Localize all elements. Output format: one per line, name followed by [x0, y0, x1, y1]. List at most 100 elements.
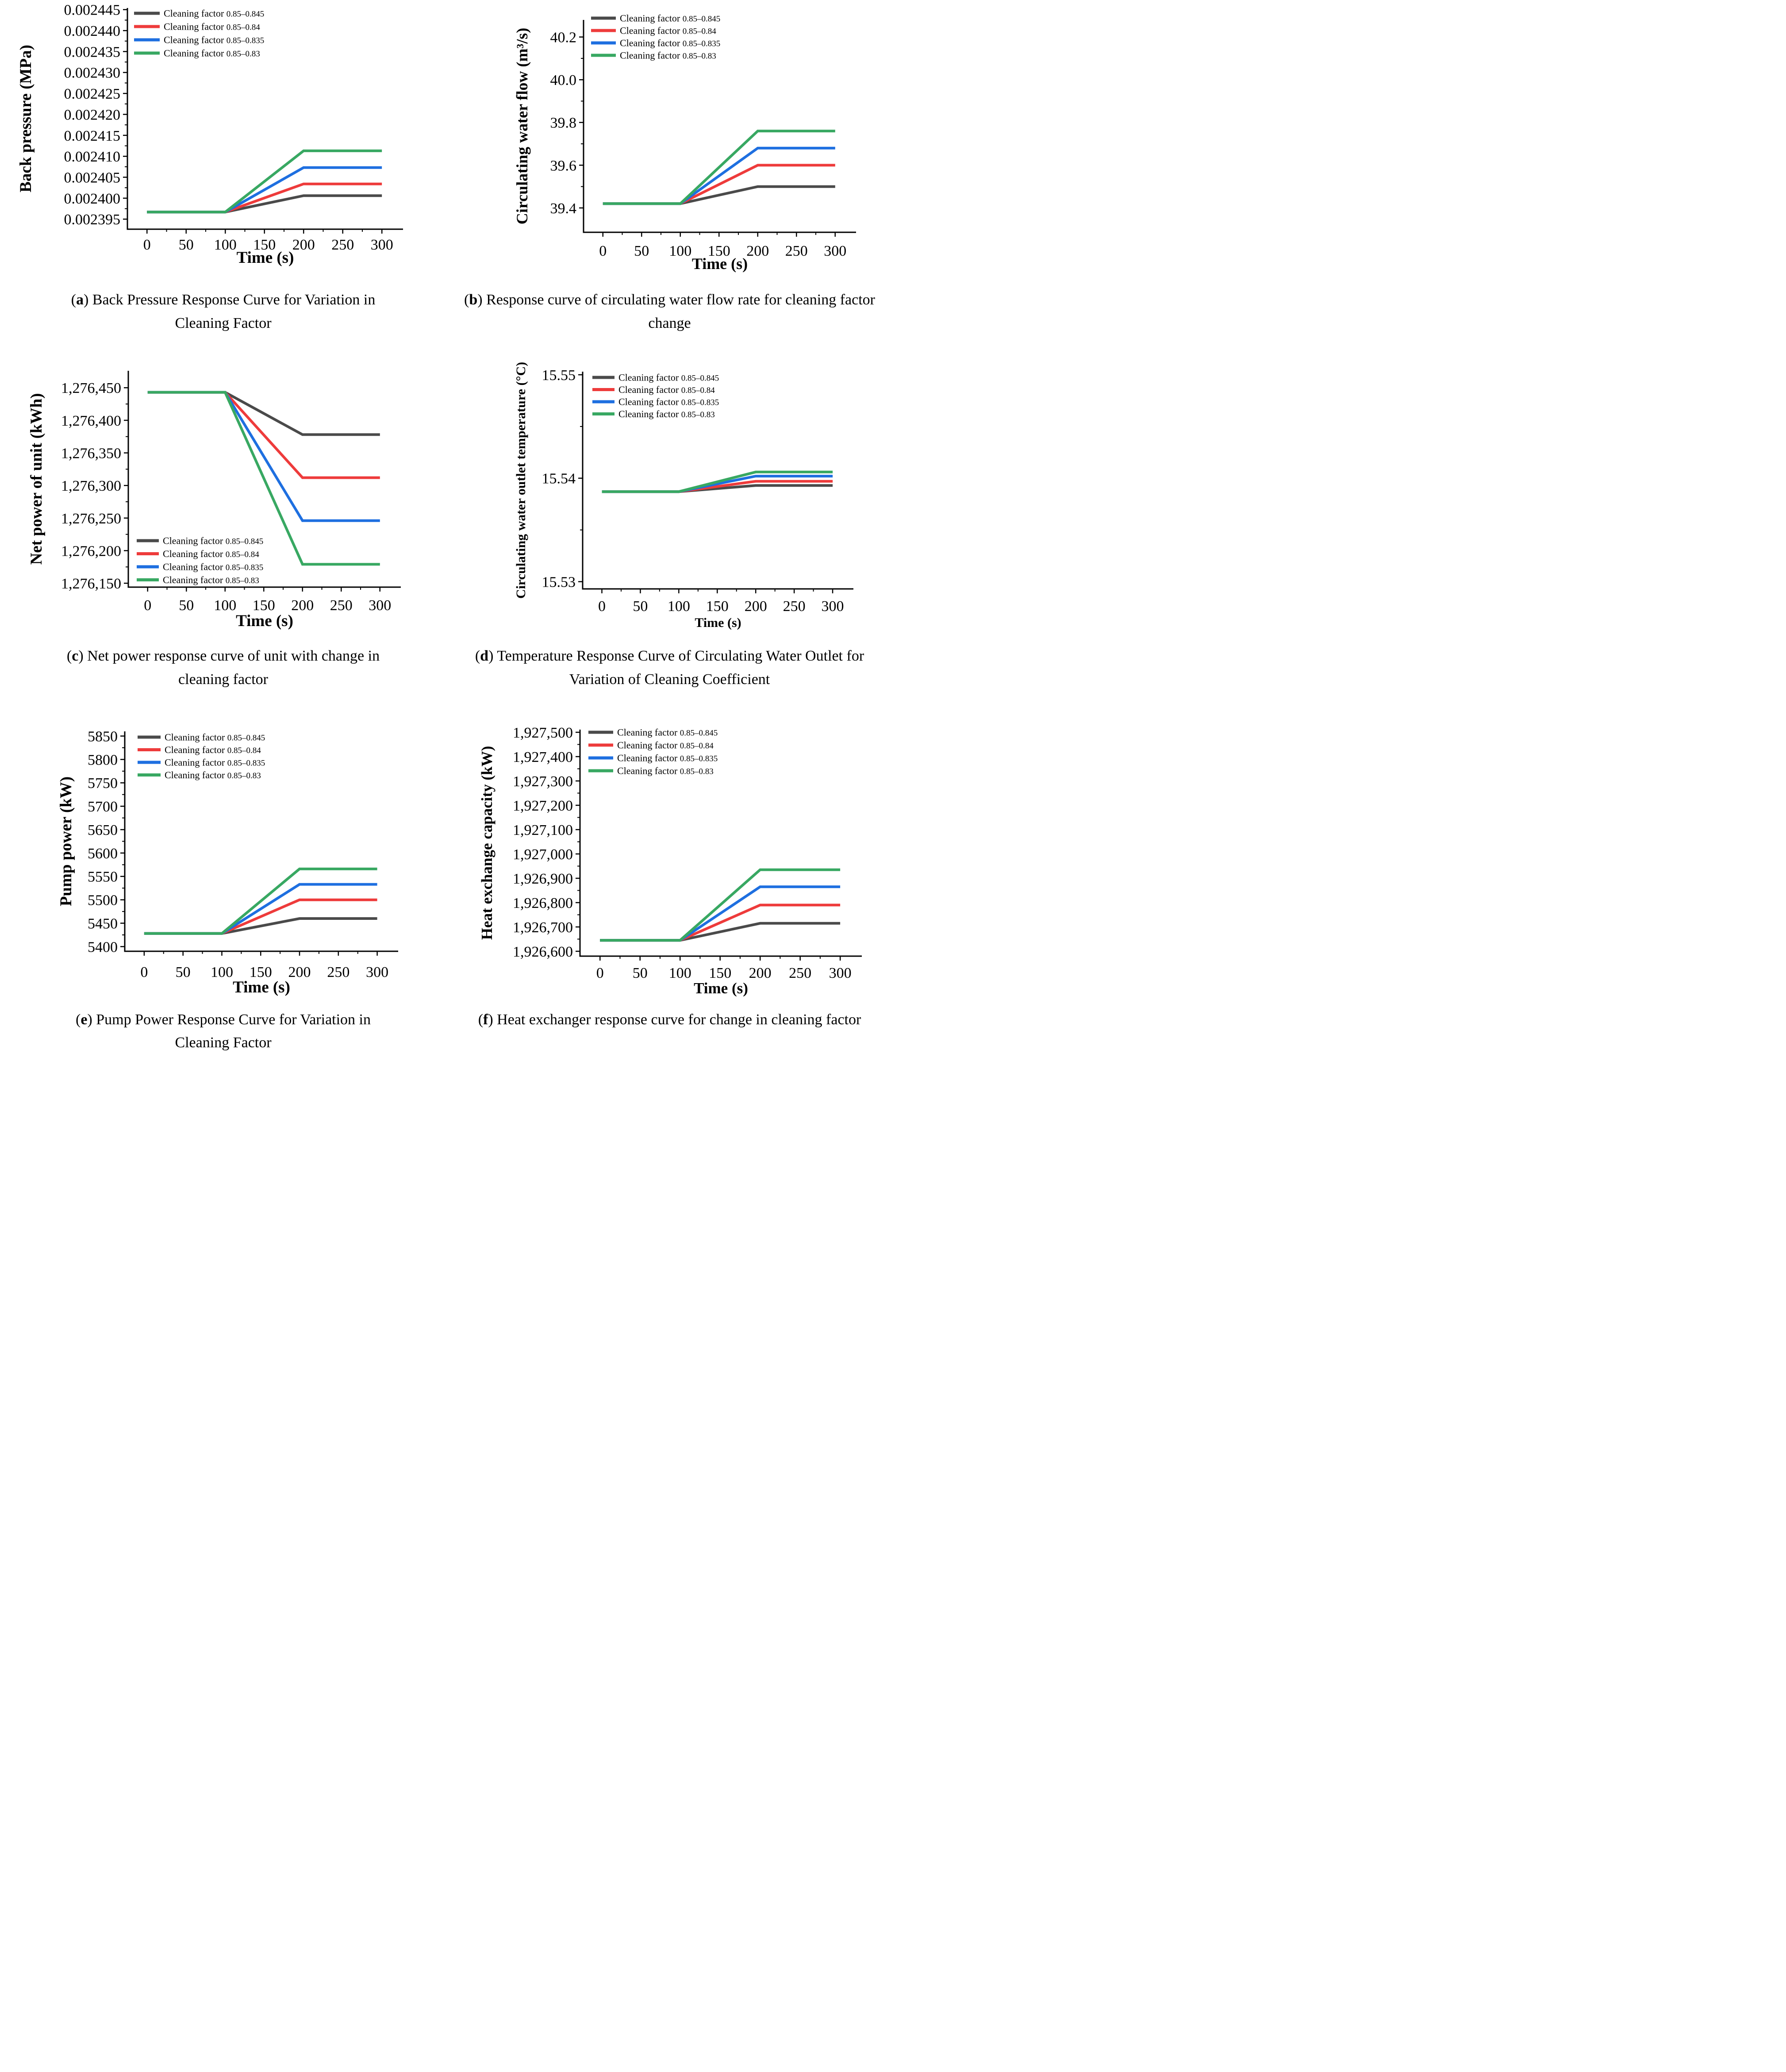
x-tick-label: 200 [288, 964, 311, 980]
legend-label-0.85–0.83: Cleaning factor 0.85–0.83 [617, 765, 714, 776]
y-tick-label: 0.002395 [64, 211, 121, 228]
y-tick-label: 5800 [88, 752, 118, 768]
y-axis-title: Back pressure (MPa) [17, 45, 35, 192]
legend-label-0.85–0.84: Cleaning factor 0.85–0.84 [620, 25, 716, 36]
x-tick-label: 50 [633, 965, 648, 981]
x-tick-label: 250 [330, 597, 353, 614]
legend-label-0.85–0.845: Cleaning factor 0.85–0.845 [618, 372, 719, 383]
y-tick-label: 0.002425 [64, 86, 121, 102]
y-tick-label: 39.8 [550, 115, 577, 131]
x-tick-label: 150 [250, 964, 272, 980]
series-line-0.85–0.845 [603, 185, 835, 205]
x-tick-label: 0 [143, 237, 151, 253]
y-tick-label: 1,926,900 [513, 871, 573, 887]
x-tick-label: 0 [598, 598, 606, 615]
y-tick-label: 1,276,150 [61, 576, 121, 592]
panel-c: 1,276,150 1,276,200 1,276,250 1,276,300 1,27… [0, 344, 446, 700]
y-axis-title: Net power of unit (kWh) [27, 393, 46, 565]
y-tick-label: 5600 [88, 846, 118, 862]
y-tick-label: 15.55 [542, 367, 576, 384]
x-tick-label: 250 [331, 237, 354, 253]
y-tick-label: 1,927,300 [513, 773, 573, 790]
y-tick-label: 5850 [88, 728, 118, 745]
y-tick-label: 1,927,100 [513, 822, 573, 838]
y-tick-label: 1,276,200 [61, 543, 121, 560]
x-tick-label: 50 [633, 598, 648, 615]
y-tick-label: 39.6 [550, 158, 577, 174]
y-tick-label: 1,276,350 [61, 446, 121, 462]
y-tick-label: 0.002405 [64, 169, 121, 186]
x-tick-label: 200 [749, 965, 772, 981]
caption-d: (d) Temperature Response Curve of Circul… [475, 648, 864, 688]
y-tick-label: 5700 [88, 799, 118, 815]
series-line-0.85–0.845 [147, 391, 380, 436]
y-tick-label: 0.002435 [64, 44, 121, 60]
y-tick-label: 1,276,450 [61, 381, 121, 397]
legend-label-0.85–0.835: Cleaning factor 0.85–0.835 [618, 396, 719, 407]
y-tick-label: 0.002430 [64, 65, 121, 81]
panel-b: 39.4 39.6 39.8 40.0 40.2 0 50 100 150 200 250 300 Ci… [446, 0, 893, 344]
y-tick-label: 1,926,600 [513, 944, 573, 960]
caption-letter-a: a [76, 292, 84, 308]
chart-circulating-water-flow: 39.4 39.6 39.8 40.0 40.2 0 50 100 150 200 250 300 Ci… [513, 13, 856, 273]
y-tick-label: 0.002420 [64, 107, 121, 123]
y-tick-label: 1,276,400 [61, 413, 121, 429]
x-axis-title: Time (s) [236, 612, 293, 630]
y-tick-label: 5750 [88, 775, 118, 792]
legend-label-0.85–0.84: Cleaning factor 0.85–0.84 [164, 21, 260, 32]
legend-label-0.85–0.845: Cleaning factor 0.85–0.845 [617, 727, 718, 738]
axis [127, 371, 401, 588]
y-tick-label: 5650 [88, 822, 118, 838]
x-tick-label: 200 [745, 598, 767, 615]
y-tick-label: 40.0 [550, 72, 577, 88]
caption-a: (a) Back Pressure Response Curve for Var… [71, 292, 376, 331]
y-axis-title: Circulating water outlet temperature (°C… [514, 362, 528, 599]
series-line-0.85–0.83 [147, 391, 380, 566]
x-tick-label: 150 [706, 598, 729, 615]
legend-label-0.85–0.835: Cleaning factor 0.85–0.835 [165, 757, 265, 768]
x-tick-label: 50 [179, 597, 194, 614]
series-line-0.85–0.84 [147, 182, 382, 214]
caption-letter-f: f [483, 1011, 488, 1028]
y-tick-label: 1,927,000 [513, 846, 573, 863]
caption-c: (c) Net power response curve of unit wit… [66, 648, 380, 688]
x-tick-label: 150 [708, 243, 730, 259]
legend-label-0.85–0.84: Cleaning factor 0.85–0.84 [617, 739, 714, 750]
panel-d: 15.53 15.54 15.55 0 50 100 150 200 250 300 Circula… [446, 344, 893, 700]
axis [583, 20, 856, 233]
legend-label-0.85–0.845: Cleaning factor 0.85–0.845 [620, 13, 720, 24]
caption-text-b: Response curve of circulating water flow… [486, 292, 875, 331]
legend-label-0.85–0.84: Cleaning factor 0.85–0.84 [165, 744, 261, 755]
x-tick-label: 50 [179, 237, 194, 253]
legend-label-0.85–0.845: Cleaning factor 0.85–0.845 [163, 535, 263, 546]
x-tick-label: 300 [371, 237, 393, 253]
chart-pump-power: 5400 5450 5500 5550 5600 5650 5700 5750 5800 5850… [57, 728, 398, 996]
series-line-0.85–0.84 [144, 898, 377, 935]
x-tick-label: 300 [366, 964, 388, 980]
y-tick-label: 5450 [88, 915, 118, 932]
x-tick-label: 300 [369, 597, 391, 614]
y-tick-label: 0.002440 [64, 23, 121, 39]
x-tick-label: 100 [214, 597, 236, 614]
x-tick-label: 0 [596, 965, 604, 981]
chart-back-pressure: 0.002395 0.002400 0.002405 0.002410 0.002415… [17, 2, 403, 267]
caption-text-d: Temperature Response Curve of Circulatin… [497, 648, 864, 688]
x-tick-label: 50 [176, 964, 191, 980]
y-axis-title: Circulating water flow (m³/s) [513, 28, 531, 224]
x-tick-label: 100 [214, 237, 237, 253]
figure-grid: 0.002395 0.002400 0.002405 0.002410 0.002415… [0, 0, 893, 1064]
y-tick-label: 0.002415 [64, 128, 121, 144]
chart-outlet-temperature: 15.53 15.54 15.55 0 50 100 150 200 250 300 Circula… [514, 362, 853, 630]
legend-label-0.85–0.83: Cleaning factor 0.85–0.83 [620, 50, 716, 61]
x-tick-label: 100 [211, 964, 233, 980]
series-line-0.85–0.83 [600, 868, 841, 942]
x-tick-label: 250 [785, 243, 808, 259]
x-tick-label: 250 [327, 964, 350, 980]
caption-letter-c: c [72, 648, 79, 665]
series-line-0.85–0.83 [602, 471, 833, 493]
caption-letter-e: e [81, 1011, 88, 1028]
caption-text-c: Net power response curve of unit with ch… [87, 648, 380, 688]
x-tick-label: 0 [599, 243, 607, 259]
x-tick-label: 150 [253, 237, 276, 253]
caption-text-a: Back Pressure Response Curve for Variati… [92, 292, 376, 331]
